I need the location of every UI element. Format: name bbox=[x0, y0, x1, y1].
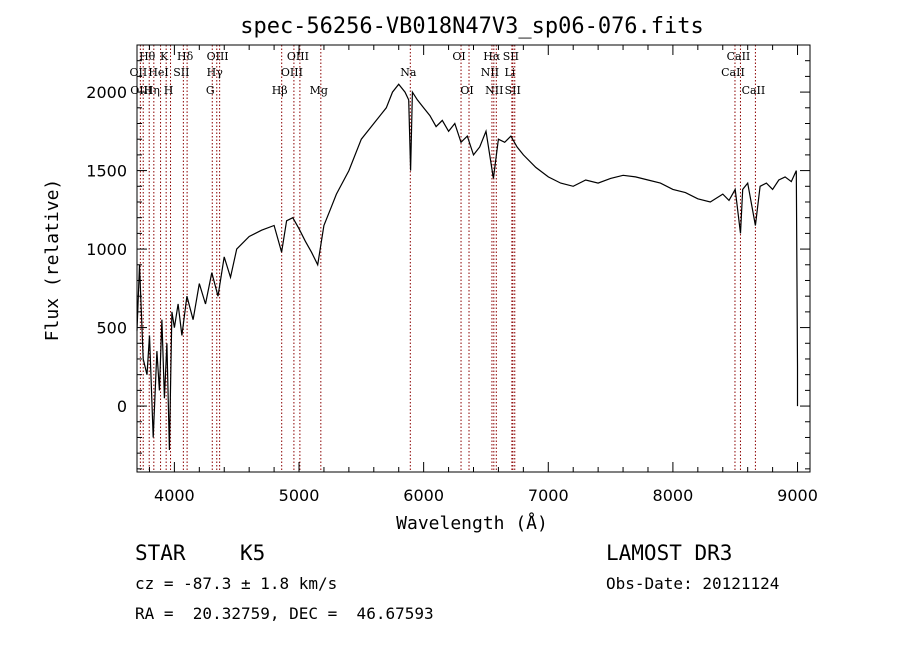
spectral-line-label: CaII bbox=[721, 66, 745, 79]
x-axis-ticks: 4000 5000 6000 7000 8000 9000 bbox=[148, 45, 818, 505]
x-tick-label: 9000 bbox=[777, 486, 818, 505]
y-tick-label: 500 bbox=[96, 319, 127, 338]
x-tick-label: 4000 bbox=[154, 486, 195, 505]
object-class: STAR bbox=[135, 541, 186, 565]
spectral-line-label: Hθ bbox=[139, 50, 156, 63]
observation-date: Obs-Date: 20121124 bbox=[606, 574, 780, 593]
spectral-line-label: K bbox=[160, 50, 169, 63]
spectral-line-label: NII bbox=[485, 84, 503, 97]
spectral-line-label: SII bbox=[505, 84, 521, 97]
object-subclass: K5 bbox=[240, 541, 266, 565]
y-tick-label: 0 bbox=[117, 397, 127, 416]
plot-frame bbox=[136, 44, 811, 473]
y-tick-label: 1000 bbox=[86, 240, 127, 259]
spectral-line-label: OIII bbox=[281, 66, 303, 79]
y-axis-label: Flux (relative) bbox=[42, 179, 63, 342]
x-axis-label: Wavelength (Å) bbox=[396, 512, 548, 534]
spectral-line-label: Hη bbox=[144, 84, 160, 97]
spectral-line-label: Hα bbox=[483, 50, 501, 63]
y-tick-label: 2000 bbox=[86, 83, 127, 102]
spectral-line-label: HeI bbox=[148, 66, 168, 79]
x-tick-label: 5000 bbox=[279, 486, 320, 505]
spectral-line-label: OII bbox=[130, 66, 148, 79]
spectral-line-label: Hβ bbox=[272, 84, 288, 97]
spectral-line-label: G bbox=[206, 84, 215, 97]
sky-coordinates: RA = 20.32759, DEC = 46.67593 bbox=[135, 604, 434, 623]
spectral-line-label: Na bbox=[400, 66, 417, 79]
spectral-line-label: Hδ bbox=[177, 50, 194, 63]
spectral-line-label: SII bbox=[173, 66, 189, 79]
spectral-line-label: Li bbox=[504, 66, 515, 79]
spectral-line-label: OI bbox=[460, 84, 473, 97]
y-axis-ticks: 0 500 1000 1500 2000 bbox=[86, 60, 810, 470]
x-tick-label: 8000 bbox=[653, 486, 694, 505]
spectral-line-label: OI bbox=[452, 50, 465, 63]
spectral-line-markers bbox=[139, 45, 756, 472]
spectral-line-label: H bbox=[164, 84, 174, 97]
spectral-line-label: OIII bbox=[130, 84, 152, 97]
spectral-line-label: Hγ bbox=[207, 66, 224, 79]
spectral-line-labels: Hθ OII OIII K HeI Hη Hδ SII H OIII Hγ G OIII OIII Hβ Mg… bbox=[130, 50, 766, 97]
spectral-line-label: NII bbox=[481, 66, 499, 79]
x-tick-label: 7000 bbox=[528, 486, 569, 505]
redshift-value: cz = -87.3 ± 1.8 km/s bbox=[135, 574, 338, 593]
spectrum-line bbox=[136, 83, 799, 451]
spectral-line-label: OIII bbox=[287, 50, 309, 63]
spectral-line-label: SII bbox=[503, 50, 519, 63]
survey-name: LAMOST DR3 bbox=[606, 541, 733, 565]
spectral-line-label: OIII bbox=[207, 50, 229, 63]
chart-title: spec-56256-VB018N47V3_sp06-076.fits bbox=[240, 14, 704, 39]
x-tick-label: 6000 bbox=[403, 486, 444, 505]
spectral-line-label: Mg bbox=[310, 84, 328, 97]
y-tick-label: 1500 bbox=[86, 162, 127, 181]
spectral-line-label: CaII bbox=[742, 84, 766, 97]
spectral-line-label: CaII bbox=[727, 50, 751, 63]
